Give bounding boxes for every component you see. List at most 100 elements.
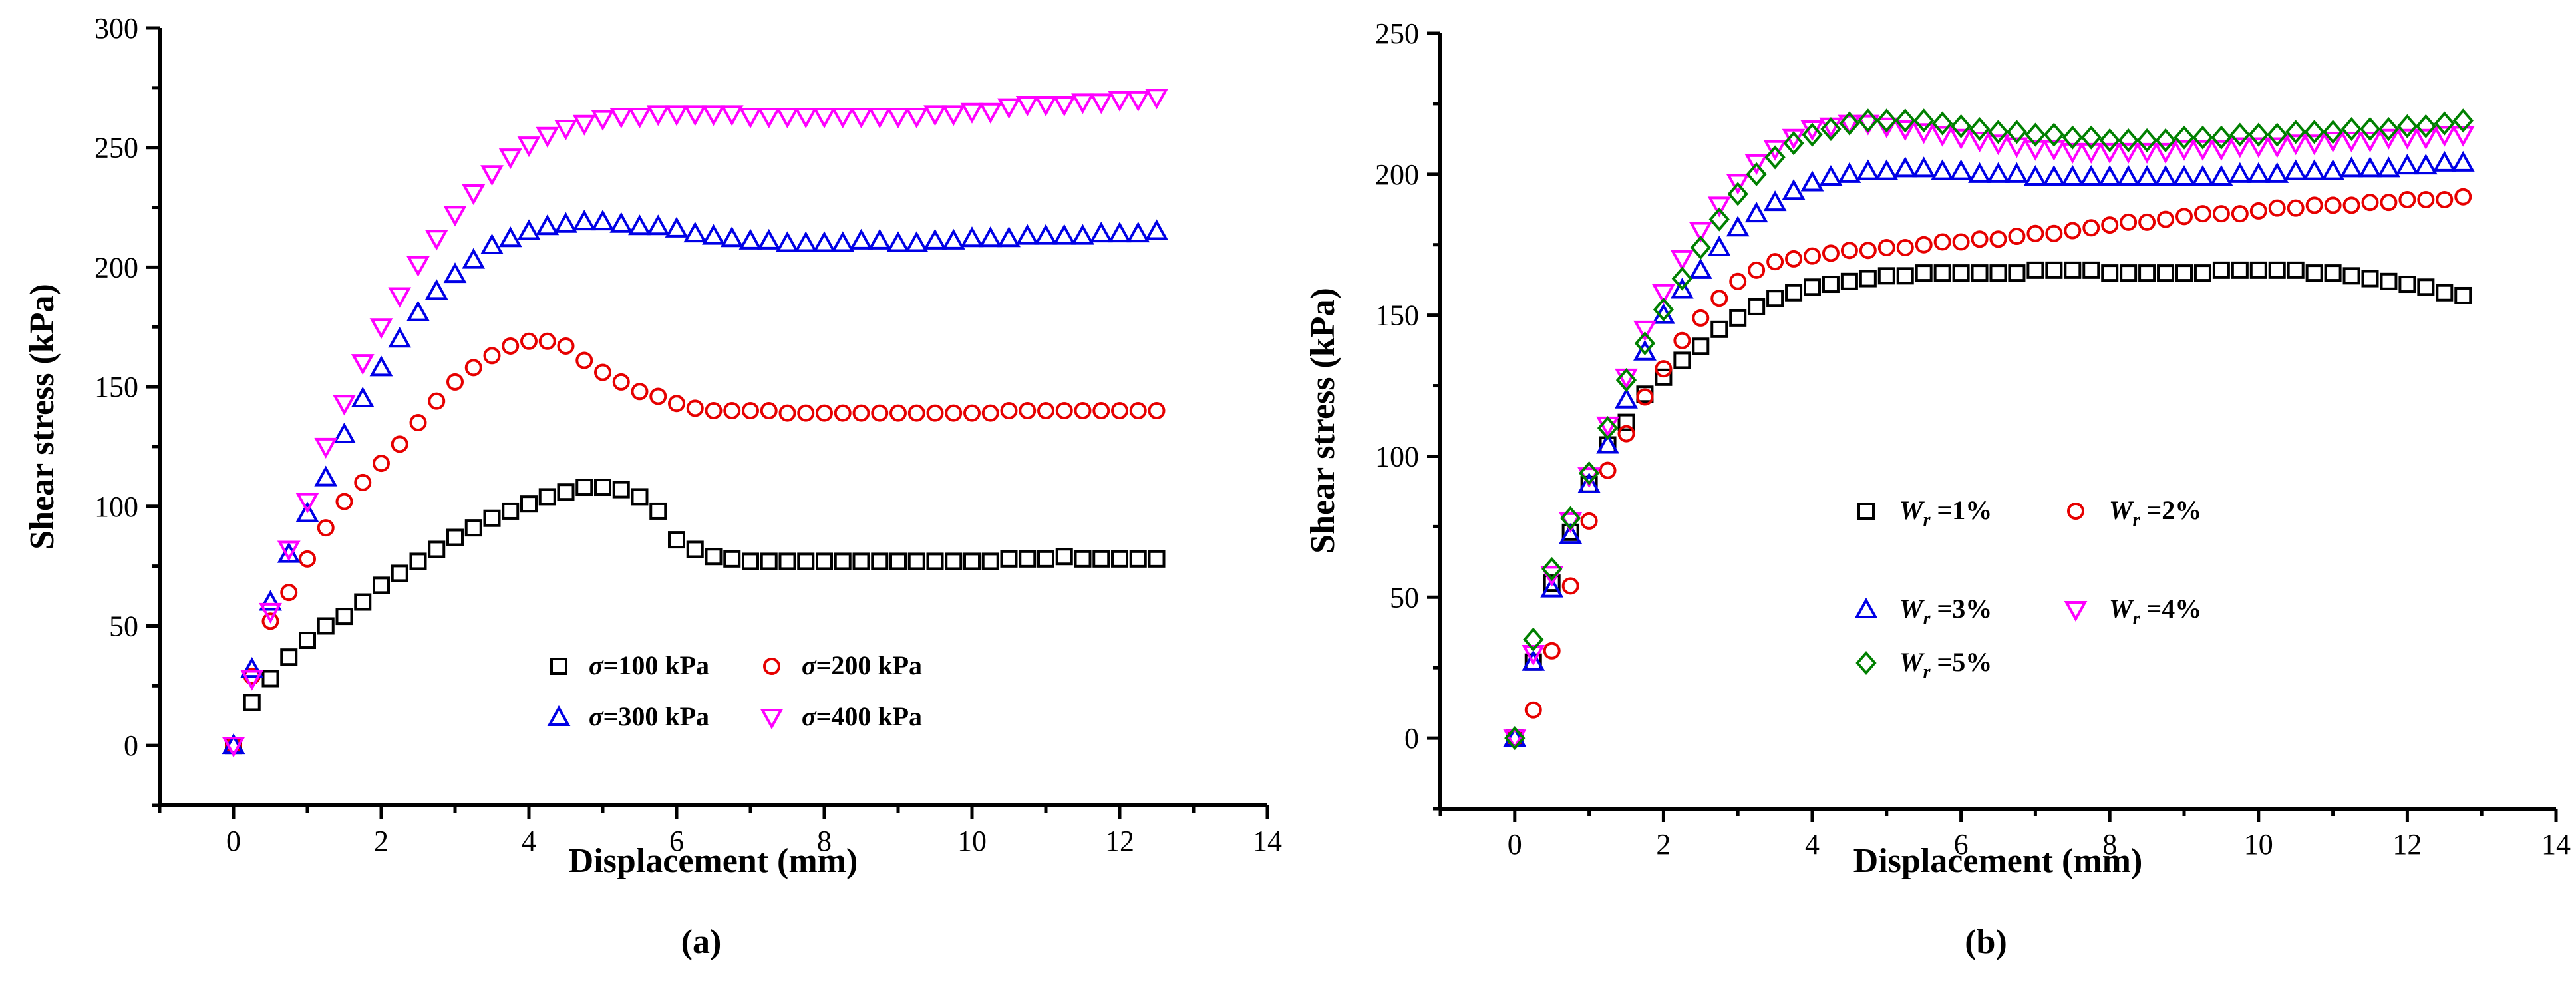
data-point bbox=[2305, 196, 2323, 214]
data-point bbox=[1596, 433, 1619, 454]
data-point bbox=[905, 231, 929, 252]
data-point bbox=[1673, 331, 1691, 349]
data-point bbox=[295, 501, 319, 522]
data-point bbox=[1522, 645, 1545, 666]
data-point bbox=[1726, 174, 1750, 195]
data-point bbox=[668, 395, 685, 413]
data-point bbox=[760, 402, 778, 420]
data-point bbox=[2361, 194, 2379, 212]
x-tick-label: 10 bbox=[2244, 828, 2273, 861]
data-point bbox=[2175, 208, 2193, 226]
data-point bbox=[391, 564, 408, 582]
data-point bbox=[812, 231, 836, 252]
data-point bbox=[351, 354, 375, 375]
data-point bbox=[2175, 264, 2193, 282]
data-point bbox=[1561, 577, 1579, 595]
panel-label: (a) bbox=[681, 923, 722, 961]
data-point bbox=[2358, 156, 2382, 178]
data-point bbox=[2080, 125, 2102, 150]
data-point bbox=[2398, 276, 2416, 294]
legend-label-2: σ=300 kPa bbox=[589, 702, 709, 731]
data-point bbox=[2285, 120, 2307, 144]
data-point bbox=[446, 373, 464, 391]
series-0 bbox=[1506, 261, 2472, 747]
data-point bbox=[277, 540, 301, 562]
data-point bbox=[816, 404, 833, 422]
data-point bbox=[2452, 108, 2474, 133]
data-point bbox=[1859, 270, 1877, 288]
data-point bbox=[1729, 309, 1747, 327]
data-point bbox=[1820, 116, 1842, 142]
data-point bbox=[979, 102, 1003, 124]
data-point bbox=[1840, 272, 1858, 290]
data-point bbox=[2157, 210, 2175, 228]
data-point bbox=[2395, 154, 2419, 175]
data-point bbox=[2265, 162, 2289, 183]
data-point bbox=[905, 107, 929, 129]
data-point bbox=[517, 136, 541, 158]
data-point bbox=[2358, 131, 2382, 153]
data-point bbox=[886, 231, 910, 252]
data-point bbox=[1692, 309, 1710, 327]
data-point bbox=[723, 550, 741, 568]
data-point bbox=[1692, 337, 1710, 355]
data-point bbox=[480, 233, 504, 255]
data-point bbox=[554, 119, 577, 141]
data-point bbox=[2138, 264, 2156, 282]
data-point bbox=[1726, 216, 1750, 237]
data-point bbox=[2209, 164, 2233, 186]
data-point bbox=[1129, 550, 1147, 568]
x-tick-label: 8 bbox=[817, 825, 832, 857]
data-point bbox=[335, 493, 353, 510]
data-point bbox=[1543, 574, 1561, 592]
y-tick-label: 300 bbox=[94, 12, 138, 45]
data-point bbox=[1859, 242, 1877, 260]
data-point bbox=[443, 206, 467, 227]
data-point bbox=[2303, 134, 2327, 156]
data-point bbox=[907, 552, 925, 570]
data-point bbox=[335, 608, 353, 626]
data-point bbox=[2193, 264, 2211, 282]
data-point bbox=[1763, 140, 1787, 161]
legend-marker-0 bbox=[1857, 503, 1875, 520]
data-point bbox=[628, 107, 651, 129]
data-point bbox=[261, 670, 279, 688]
data-point bbox=[2212, 205, 2230, 223]
data-point bbox=[2359, 116, 2381, 142]
data-point bbox=[1653, 298, 1675, 322]
data-point bbox=[705, 548, 723, 566]
data-point bbox=[2082, 261, 2100, 279]
data-point bbox=[1111, 550, 1128, 568]
data-point bbox=[2436, 284, 2454, 302]
series-4 bbox=[1504, 108, 2474, 751]
data-point bbox=[852, 404, 870, 422]
data-point bbox=[2060, 142, 2084, 164]
data-point bbox=[2247, 162, 2271, 183]
data-point bbox=[1748, 298, 1766, 315]
data-point bbox=[1913, 108, 1935, 133]
data-point bbox=[594, 363, 611, 381]
data-point bbox=[2415, 114, 2436, 138]
data-point bbox=[1071, 224, 1094, 245]
data-point bbox=[1893, 156, 1917, 178]
data-point bbox=[1968, 162, 1991, 183]
data-point bbox=[1987, 134, 2010, 156]
x-axis-title: Displacement (mm) bbox=[569, 842, 858, 880]
data-point bbox=[2265, 137, 2289, 158]
data-point bbox=[2118, 128, 2139, 153]
data-point bbox=[1744, 202, 1768, 223]
legend: Wr =1% Wr =2% Wr =3% Wr =4% Wr =5% bbox=[1854, 495, 2201, 682]
data-point bbox=[1671, 266, 1692, 291]
data-point bbox=[2395, 128, 2419, 150]
legend-marker-2 bbox=[1854, 597, 1878, 618]
data-point bbox=[2157, 264, 2175, 282]
data-point bbox=[2193, 205, 2211, 223]
data-point bbox=[757, 107, 781, 129]
data-point bbox=[333, 422, 356, 443]
data-point bbox=[2451, 126, 2475, 147]
data-point bbox=[1037, 402, 1054, 420]
data-point bbox=[886, 107, 910, 129]
data-point bbox=[369, 318, 393, 339]
legend-marker-3 bbox=[2064, 601, 2088, 622]
x-tick-label: 10 bbox=[957, 825, 987, 857]
